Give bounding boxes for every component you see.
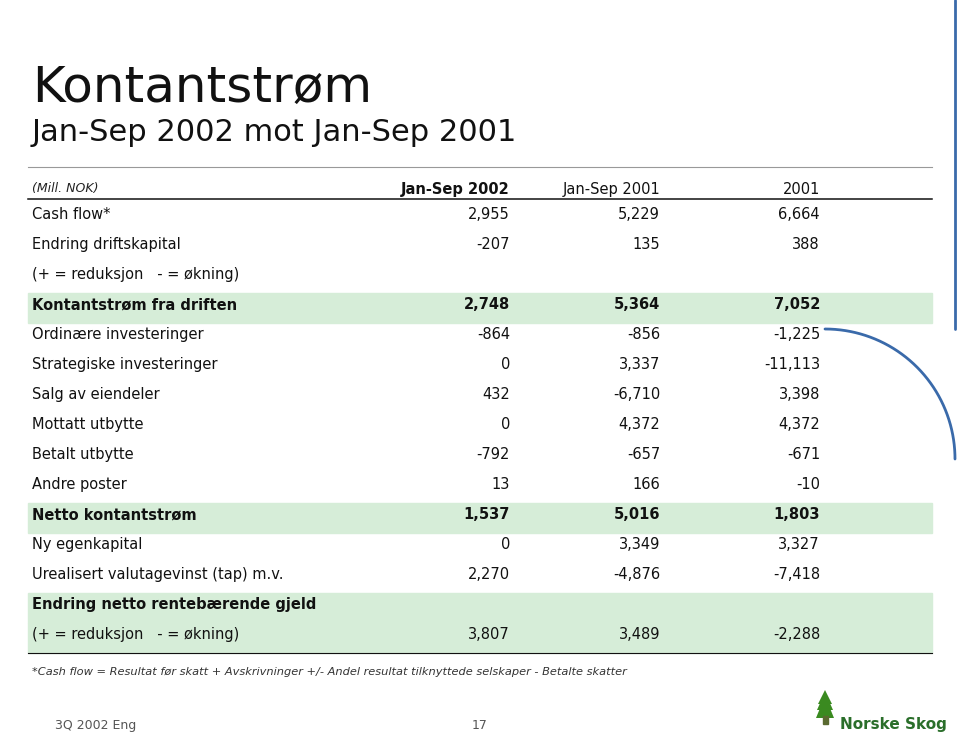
Text: Endring netto rentebærende gjeld: Endring netto rentebærende gjeld (32, 597, 317, 612)
Text: Ordinære investeringer: Ordinære investeringer (32, 327, 204, 342)
Text: 1,537: 1,537 (464, 507, 510, 522)
Text: 5,229: 5,229 (618, 207, 660, 222)
Bar (28, 503, 932, 533)
Text: (Mill. NOK): (Mill. NOK) (32, 182, 99, 195)
Text: -792: -792 (476, 447, 510, 462)
Text: 6,664: 6,664 (779, 207, 820, 222)
Text: 4,372: 4,372 (779, 417, 820, 432)
Bar (28, 623, 932, 653)
Text: 135: 135 (633, 237, 660, 252)
Text: Cash flow*: Cash flow* (32, 207, 110, 222)
Text: -657: -657 (627, 447, 660, 462)
Text: Urealisert valutagevinst (tap) m.v.: Urealisert valutagevinst (tap) m.v. (32, 567, 283, 582)
Text: Salg av eiendeler: Salg av eiendeler (32, 387, 159, 402)
Text: -10: -10 (796, 477, 820, 492)
Text: 5,364: 5,364 (613, 297, 660, 312)
Text: Andre poster: Andre poster (32, 477, 127, 492)
Text: -4,876: -4,876 (612, 567, 660, 582)
Text: Jan-Sep 2002: Jan-Sep 2002 (401, 182, 510, 197)
Text: 166: 166 (633, 477, 660, 492)
Text: 17: 17 (472, 719, 488, 732)
Text: 5,016: 5,016 (613, 507, 660, 522)
Polygon shape (816, 696, 834, 718)
Text: (+ = reduksjon   - = økning): (+ = reduksjon - = økning) (32, 627, 239, 642)
Bar (28, 593, 932, 623)
Text: -7,418: -7,418 (773, 567, 820, 582)
Text: -6,710: -6,710 (612, 387, 660, 402)
Text: (+ = reduksjon   - = økning): (+ = reduksjon - = økning) (32, 267, 239, 282)
Text: 388: 388 (792, 237, 820, 252)
Text: Strategiske investeringer: Strategiske investeringer (32, 357, 218, 372)
Text: Kontantstrøm fra driften: Kontantstrøm fra driften (32, 297, 237, 312)
Text: Jan-Sep 2001: Jan-Sep 2001 (563, 182, 660, 197)
Text: -2,288: -2,288 (773, 627, 820, 642)
Text: 3,337: 3,337 (618, 357, 660, 372)
Text: Mottatt utbytte: Mottatt utbytte (32, 417, 143, 432)
Text: 4,372: 4,372 (618, 417, 660, 432)
Text: -11,113: -11,113 (764, 357, 820, 372)
Text: 0: 0 (500, 357, 510, 372)
Text: Jan-Sep 2002 mot Jan-Sep 2001: Jan-Sep 2002 mot Jan-Sep 2001 (32, 118, 517, 147)
Text: 3,489: 3,489 (618, 627, 660, 642)
Text: Kontantstrøm: Kontantstrøm (32, 64, 372, 112)
Text: 1,803: 1,803 (774, 507, 820, 522)
Polygon shape (818, 690, 832, 704)
Text: 3Q 2002 Eng: 3Q 2002 Eng (55, 719, 136, 732)
Text: 0: 0 (500, 537, 510, 552)
Bar (823, 716, 828, 724)
Text: -1,225: -1,225 (773, 327, 820, 342)
Text: -671: -671 (787, 447, 820, 462)
Text: 2,748: 2,748 (464, 297, 510, 312)
Text: 3,807: 3,807 (468, 627, 510, 642)
Text: Netto kontantstrøm: Netto kontantstrøm (32, 507, 197, 522)
Text: Endring driftskapital: Endring driftskapital (32, 237, 180, 252)
Text: 3,349: 3,349 (618, 537, 660, 552)
Text: *Cash flow = Resultat før skatt + Avskrivninger +/- Andel resultat tilknyttede s: *Cash flow = Resultat før skatt + Avskri… (32, 667, 627, 677)
Text: Ny egenkapital: Ny egenkapital (32, 537, 142, 552)
Text: -864: -864 (477, 327, 510, 342)
Text: 3,398: 3,398 (779, 387, 820, 402)
Text: -207: -207 (476, 237, 510, 252)
Text: Betalt utbytte: Betalt utbytte (32, 447, 133, 462)
Text: 0: 0 (500, 417, 510, 432)
Text: Norske Skog: Norske Skog (840, 717, 947, 732)
Text: 2,955: 2,955 (468, 207, 510, 222)
Text: 3,327: 3,327 (779, 537, 820, 552)
Text: 2,270: 2,270 (468, 567, 510, 582)
Text: 432: 432 (482, 387, 510, 402)
Text: 7,052: 7,052 (774, 297, 820, 312)
Text: 2001: 2001 (782, 182, 820, 197)
Text: -856: -856 (627, 327, 660, 342)
Text: 13: 13 (492, 477, 510, 492)
Bar (28, 293, 932, 323)
Polygon shape (817, 692, 833, 710)
